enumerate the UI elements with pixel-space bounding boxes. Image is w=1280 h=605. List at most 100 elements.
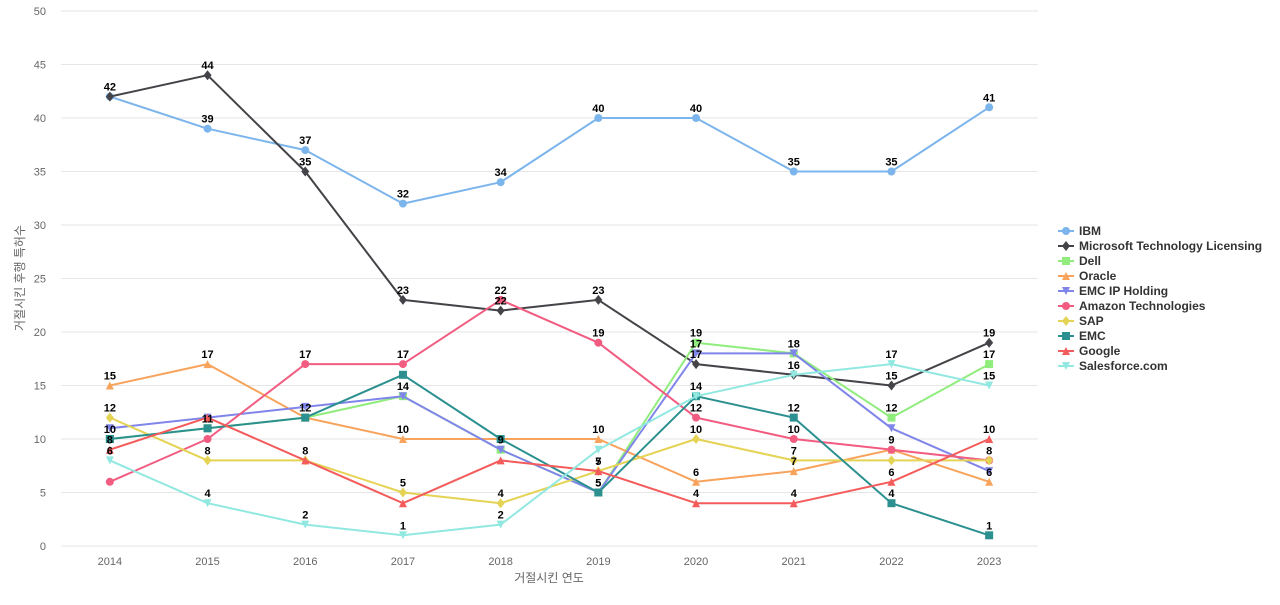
series-line [108,416,991,505]
data-point [496,295,505,304]
data-point [496,445,505,454]
data-point [887,445,896,454]
y-tick-label: 15 [34,381,46,393]
data-point [105,445,114,454]
data-point [398,199,407,208]
legend-label: Microsoft Technology Licensing [1079,239,1262,253]
data-point [398,370,407,379]
legend-item: Google [1058,344,1121,358]
data-label: 10 [690,424,702,436]
data-point [789,499,798,508]
legend-marker [1062,302,1070,310]
data-point [203,360,212,369]
data-point [105,435,114,443]
series-0 [105,92,994,208]
legend-marker [1062,227,1070,235]
data-point [692,338,701,347]
data-point [887,380,896,391]
data-label: 12 [885,403,897,415]
data-point [887,413,896,422]
data-label: 11 [202,413,214,425]
data-point [398,499,407,508]
data-label: 17 [885,349,897,361]
data-label: 15 [104,371,116,383]
data-point [398,435,407,443]
data-point [203,124,212,133]
legend-label: IBM [1079,224,1101,238]
data-label: 15 [885,371,897,383]
data-label: 8 [302,445,308,457]
series-4 [105,349,994,497]
data-label: 23 [397,285,409,297]
data-label: 10 [397,424,409,436]
legend-label: EMC [1079,329,1106,343]
data-point [496,520,505,529]
legend-marker [1062,272,1070,280]
data-label: 22 [495,285,507,297]
x-tick-label: 2016 [293,556,317,568]
data-point [301,146,310,155]
data-label: 40 [690,103,702,115]
data-label: 6 [986,467,992,479]
legend-item: Microsoft Technology Licensing [1058,239,1262,253]
y-tick-label: 45 [34,60,46,72]
data-label: 35 [788,157,800,169]
data-label: 17 [690,338,702,350]
data-point [985,467,994,476]
data-point [594,435,603,443]
data-point [692,499,701,508]
data-label: 32 [397,189,409,201]
series-line [108,74,991,387]
series-line [108,352,991,494]
data-label: 12 [104,403,116,415]
data-point [887,455,896,466]
y-tick-label: 0 [40,541,46,553]
legend-marker [1062,347,1070,355]
data-label: 5 [595,478,601,490]
data-label: 41 [983,92,995,104]
x-tick-label: 2014 [98,556,122,568]
data-point [301,456,310,465]
data-point [398,487,407,498]
data-label: 5 [595,456,601,468]
x-tick-label: 2022 [879,556,903,568]
data-label: 15 [983,371,995,383]
data-label: 10 [592,424,604,436]
legend-item: Oracle [1058,269,1117,283]
data-label: 12 [788,403,800,415]
data-point [594,294,603,305]
legend-item: Salesforce.com [1058,359,1168,373]
data-point [105,381,114,390]
data-point [203,435,212,443]
data-point [789,435,798,443]
x-tick-label: 2019 [586,556,610,568]
data-label: 6 [693,467,699,479]
data-label: 1 [986,520,992,532]
data-point [594,445,603,454]
data-label: 19 [690,328,702,340]
data-point [985,435,994,443]
data-point [887,360,896,369]
data-point [692,359,701,370]
data-label: 6 [107,445,113,457]
data-point [887,477,896,486]
series-line [108,416,991,505]
y-tick-label: 10 [34,434,46,446]
y-tick-label: 35 [34,167,46,179]
data-point [594,114,603,122]
x-tick-label: 2015 [195,556,219,568]
data-label: 17 [201,349,213,361]
data-point [985,337,994,348]
data-label: 14 [397,381,410,393]
data-point [398,294,407,305]
data-point [203,455,212,466]
y-tick-label: 25 [34,274,46,286]
data-point [105,91,114,102]
data-label: 39 [201,114,213,126]
data-point [692,114,701,122]
data-label: 4 [204,488,211,500]
data-point [887,167,896,176]
data-point [692,349,701,358]
